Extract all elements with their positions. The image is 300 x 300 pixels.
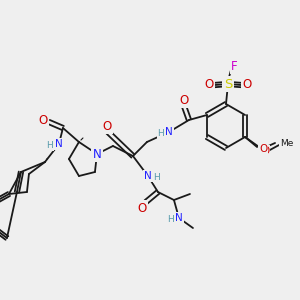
Text: S: S (224, 77, 232, 91)
Text: N: N (93, 148, 101, 160)
Text: N: N (144, 171, 152, 181)
Text: O: O (261, 146, 269, 156)
Text: O: O (179, 94, 189, 106)
Text: H: H (46, 142, 53, 151)
Text: N: N (165, 127, 173, 137)
Text: H: H (154, 173, 160, 182)
Text: O: O (137, 202, 147, 214)
Text: H: H (158, 130, 164, 139)
Text: O: O (204, 79, 214, 92)
Text: H: H (168, 215, 174, 224)
Text: O: O (259, 144, 267, 154)
Text: O: O (102, 119, 112, 133)
Text: N: N (55, 139, 63, 149)
Text: O: O (38, 113, 48, 127)
Text: F: F (231, 59, 237, 73)
Text: O: O (242, 79, 252, 92)
Text: N: N (175, 213, 183, 223)
Text: Me: Me (280, 139, 294, 148)
